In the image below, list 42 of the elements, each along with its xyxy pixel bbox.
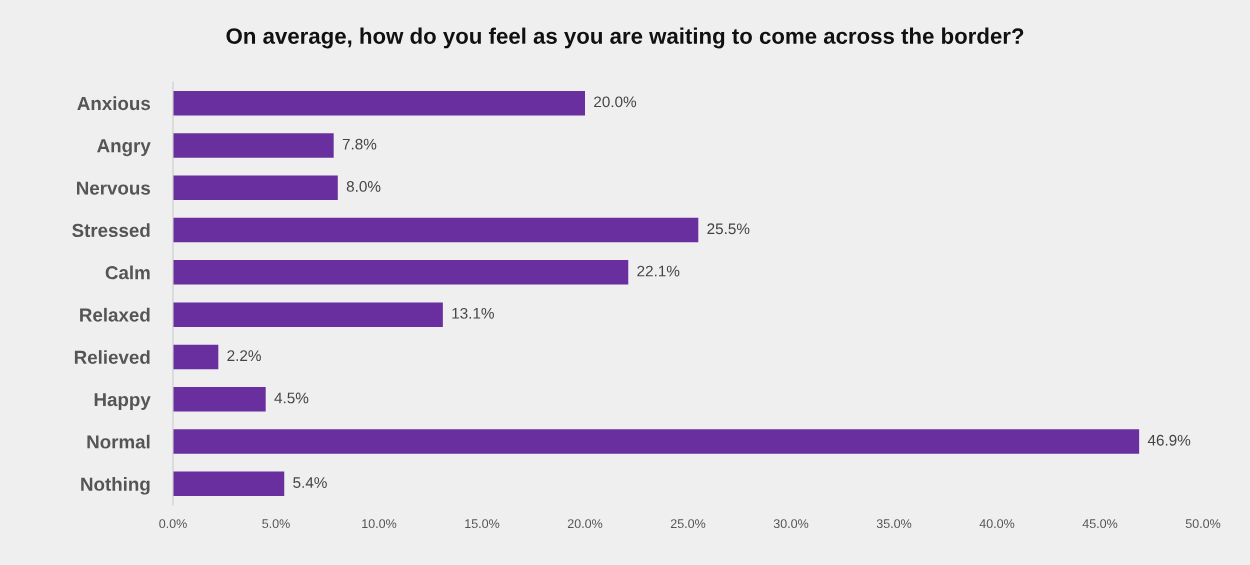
x-tick-label: 40.0% (979, 519, 1015, 529)
x-tick-label: 50.0% (1185, 519, 1221, 529)
data-label: 4.5% (274, 392, 309, 404)
data-label: 7.8% (342, 138, 377, 150)
bar (173, 217, 699, 243)
y-tick-label: Normal (87, 434, 150, 449)
y-tick-label: Anxious (77, 96, 151, 111)
chart-title: On average, how do you feel as you are waiting to come across the border? (226, 27, 1024, 49)
bar (173, 90, 585, 116)
x-tick-label: 15.0% (465, 519, 500, 529)
bar (173, 133, 334, 158)
y-tick-label: Relaxed (80, 307, 150, 322)
data-label: 22.1% (637, 265, 680, 277)
data-label: 8.0% (346, 181, 381, 192)
y-tick-label: Angry (97, 139, 151, 157)
data-label: 2.2% (227, 350, 261, 361)
x-tick-label: 25.0% (670, 519, 706, 529)
x-tick-label: 10.0% (362, 519, 397, 529)
data-label: 20.0% (594, 96, 637, 108)
y-tick-label: Nothing (81, 477, 150, 495)
data-label: 5.4% (293, 477, 327, 488)
x-tick-label: 5.0% (262, 519, 290, 529)
bar (173, 175, 338, 201)
x-tick-label: 0.0% (159, 519, 187, 529)
y-tick-label: Relieved (74, 350, 150, 364)
x-tick-label: 45.0% (1082, 519, 1118, 529)
y-tick-label: Stressed (72, 223, 150, 238)
bar (173, 302, 443, 327)
data-label: 25.5% (707, 223, 750, 235)
bar (173, 429, 1140, 454)
x-tick-label: 30.0% (773, 519, 809, 529)
bar (173, 344, 219, 370)
bar (173, 386, 266, 412)
data-label: 46.9% (1147, 434, 1191, 446)
x-tick-label: 35.0% (876, 519, 912, 529)
bar (173, 471, 285, 497)
y-tick-label: Calm (105, 265, 150, 280)
data-label: 13.1% (452, 307, 494, 319)
y-tick-label: Happy (94, 393, 151, 410)
bar (173, 260, 629, 285)
y-tick-label: Nervous (77, 181, 151, 195)
x-tick-label: 20.0% (567, 519, 603, 529)
